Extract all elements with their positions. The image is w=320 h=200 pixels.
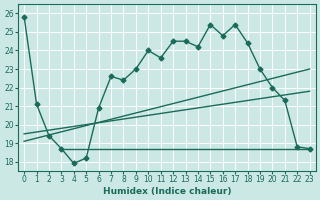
- X-axis label: Humidex (Indice chaleur): Humidex (Indice chaleur): [103, 187, 231, 196]
